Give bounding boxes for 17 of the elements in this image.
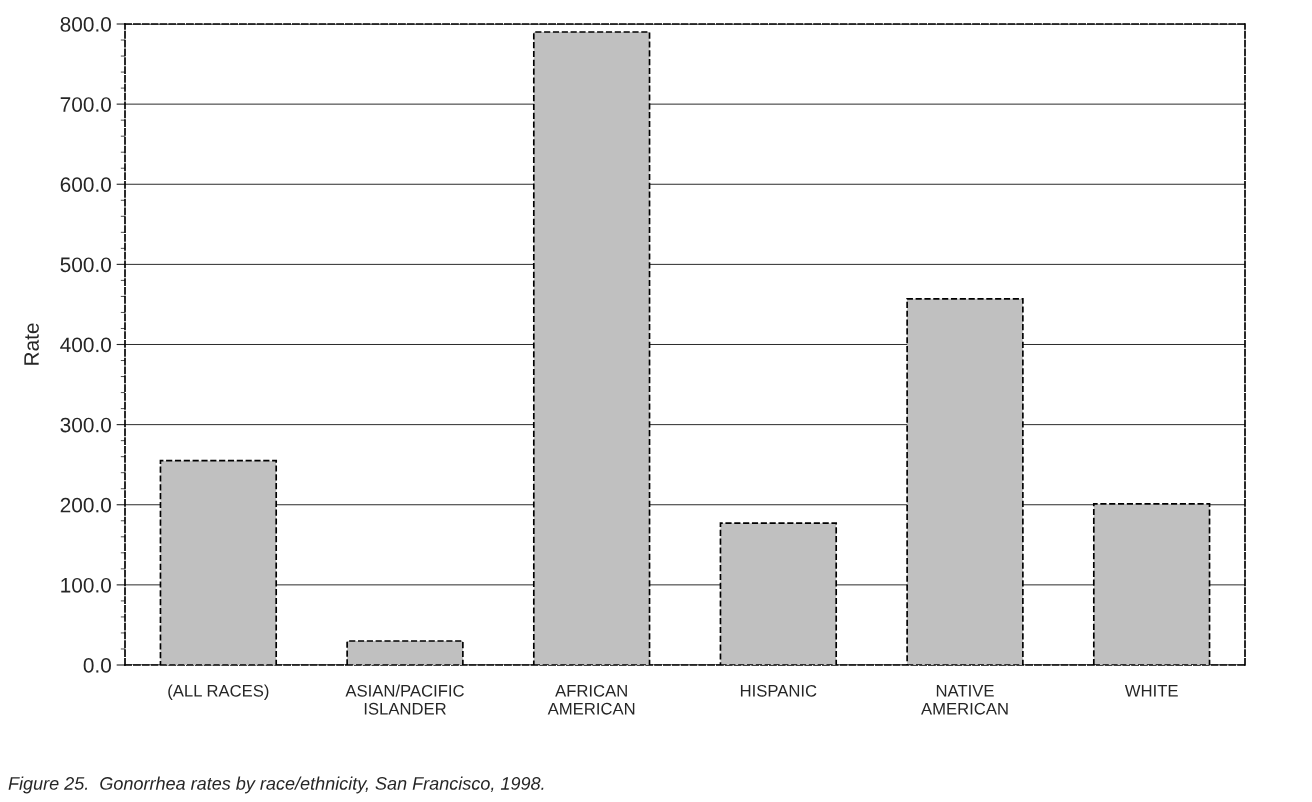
y-tick-label: 800.0 (60, 17, 111, 32)
y-tick-label: 0.0 (83, 658, 111, 673)
y-tick-label: 700.0 (60, 97, 111, 112)
x-tick-label: WHITE (1124, 685, 1178, 697)
y-tick-label: 300.0 (60, 417, 111, 433)
x-tick-label: (ALL RACES) (168, 684, 269, 700)
y-axis-title: Rate (24, 323, 39, 365)
x-tick-label: ASIAN/PACIFIC ISLANDER (345, 684, 464, 715)
x-tick-label: HISPANIC (740, 684, 817, 697)
y-tick-label: 400.0 (60, 337, 111, 353)
x-tick-label: AFRICAN AMERICAN (547, 684, 635, 715)
caption: Figure 25. Gonorrhea rates by race/ethnicity, San Francisco, 1998. (8, 776, 544, 794)
y-tick-label: 100.0 (61, 577, 111, 593)
y-tick-label: 500.0 (60, 257, 111, 273)
y-tick-label: 600.0 (60, 177, 111, 192)
y-tick-label: 200.0 (60, 497, 111, 513)
x-tick-label: NATIVE AMERICAN (921, 685, 1008, 715)
